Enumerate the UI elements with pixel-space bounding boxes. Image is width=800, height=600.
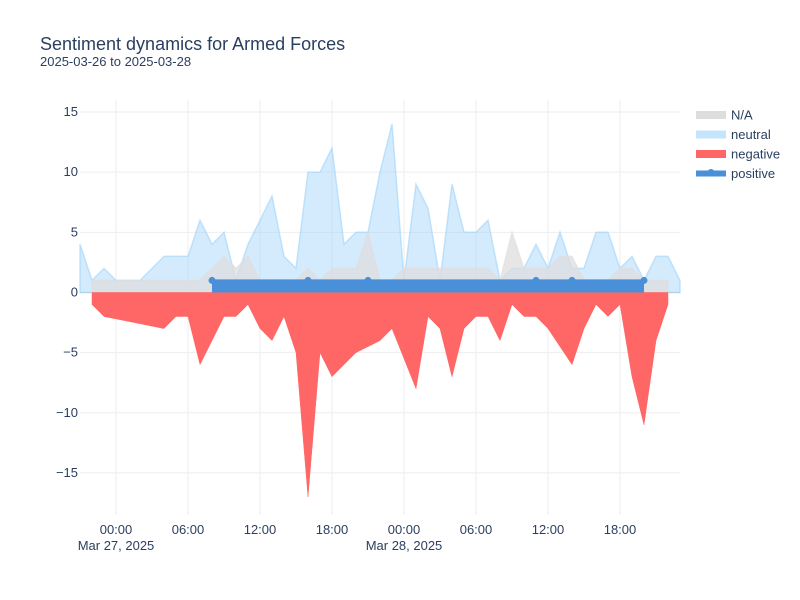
y-tick-label: 15: [64, 104, 78, 119]
y-tick-label: 5: [71, 224, 78, 239]
positive-point[interactable]: [640, 276, 648, 284]
area-series-negative: [91, 292, 669, 498]
y-tick-label: −5: [63, 345, 78, 360]
y-tick-label: −15: [56, 465, 78, 480]
x-tick-label: 06:00: [460, 522, 493, 537]
x-tick-label: 12:00: [244, 522, 277, 537]
x-tick-label: 18:00: [316, 522, 349, 537]
legend-item-neutral[interactable]: neutral: [731, 127, 771, 142]
legend-item-negative[interactable]: negative: [731, 147, 780, 162]
x-tick-label: 00:00: [388, 522, 421, 537]
chart-subtitle: 2025-03-26 to 2025-03-28: [40, 54, 192, 69]
x-tick-date-label: Mar 27, 2025: [78, 538, 155, 553]
area-series-neutral: [79, 123, 681, 294]
positive-point[interactable]: [364, 276, 372, 284]
chart-title: Sentiment dynamics for Armed Forces: [40, 34, 346, 54]
legend-swatch-neutral: [696, 130, 726, 139]
x-tick-label: 00:00: [100, 522, 133, 537]
y-tick-label: 0: [71, 284, 78, 299]
legend-marker-positive: [707, 169, 715, 176]
plot-area: [79, 123, 681, 498]
positive-point[interactable]: [568, 276, 576, 284]
y-tick-label: −10: [56, 405, 78, 420]
y-tick-label: 10: [64, 164, 78, 179]
legend-swatch-negative: [696, 150, 726, 158]
x-tick-date-label: Mar 28, 2025: [366, 538, 443, 553]
positive-point[interactable]: [532, 276, 540, 284]
x-tick-label: 06:00: [172, 522, 205, 537]
positive-point[interactable]: [304, 276, 312, 284]
legend-item-positive[interactable]: positive: [731, 166, 775, 181]
legend[interactable]: N/A neutral negative positive: [696, 108, 780, 182]
x-tick-label: 12:00: [532, 522, 565, 537]
legend-item-na[interactable]: N/A: [731, 108, 753, 123]
positive-point[interactable]: [208, 276, 216, 284]
x-tick-label: 18:00: [604, 522, 637, 537]
area-series-positive: [212, 280, 644, 293]
legend-swatch-na: [696, 111, 726, 119]
